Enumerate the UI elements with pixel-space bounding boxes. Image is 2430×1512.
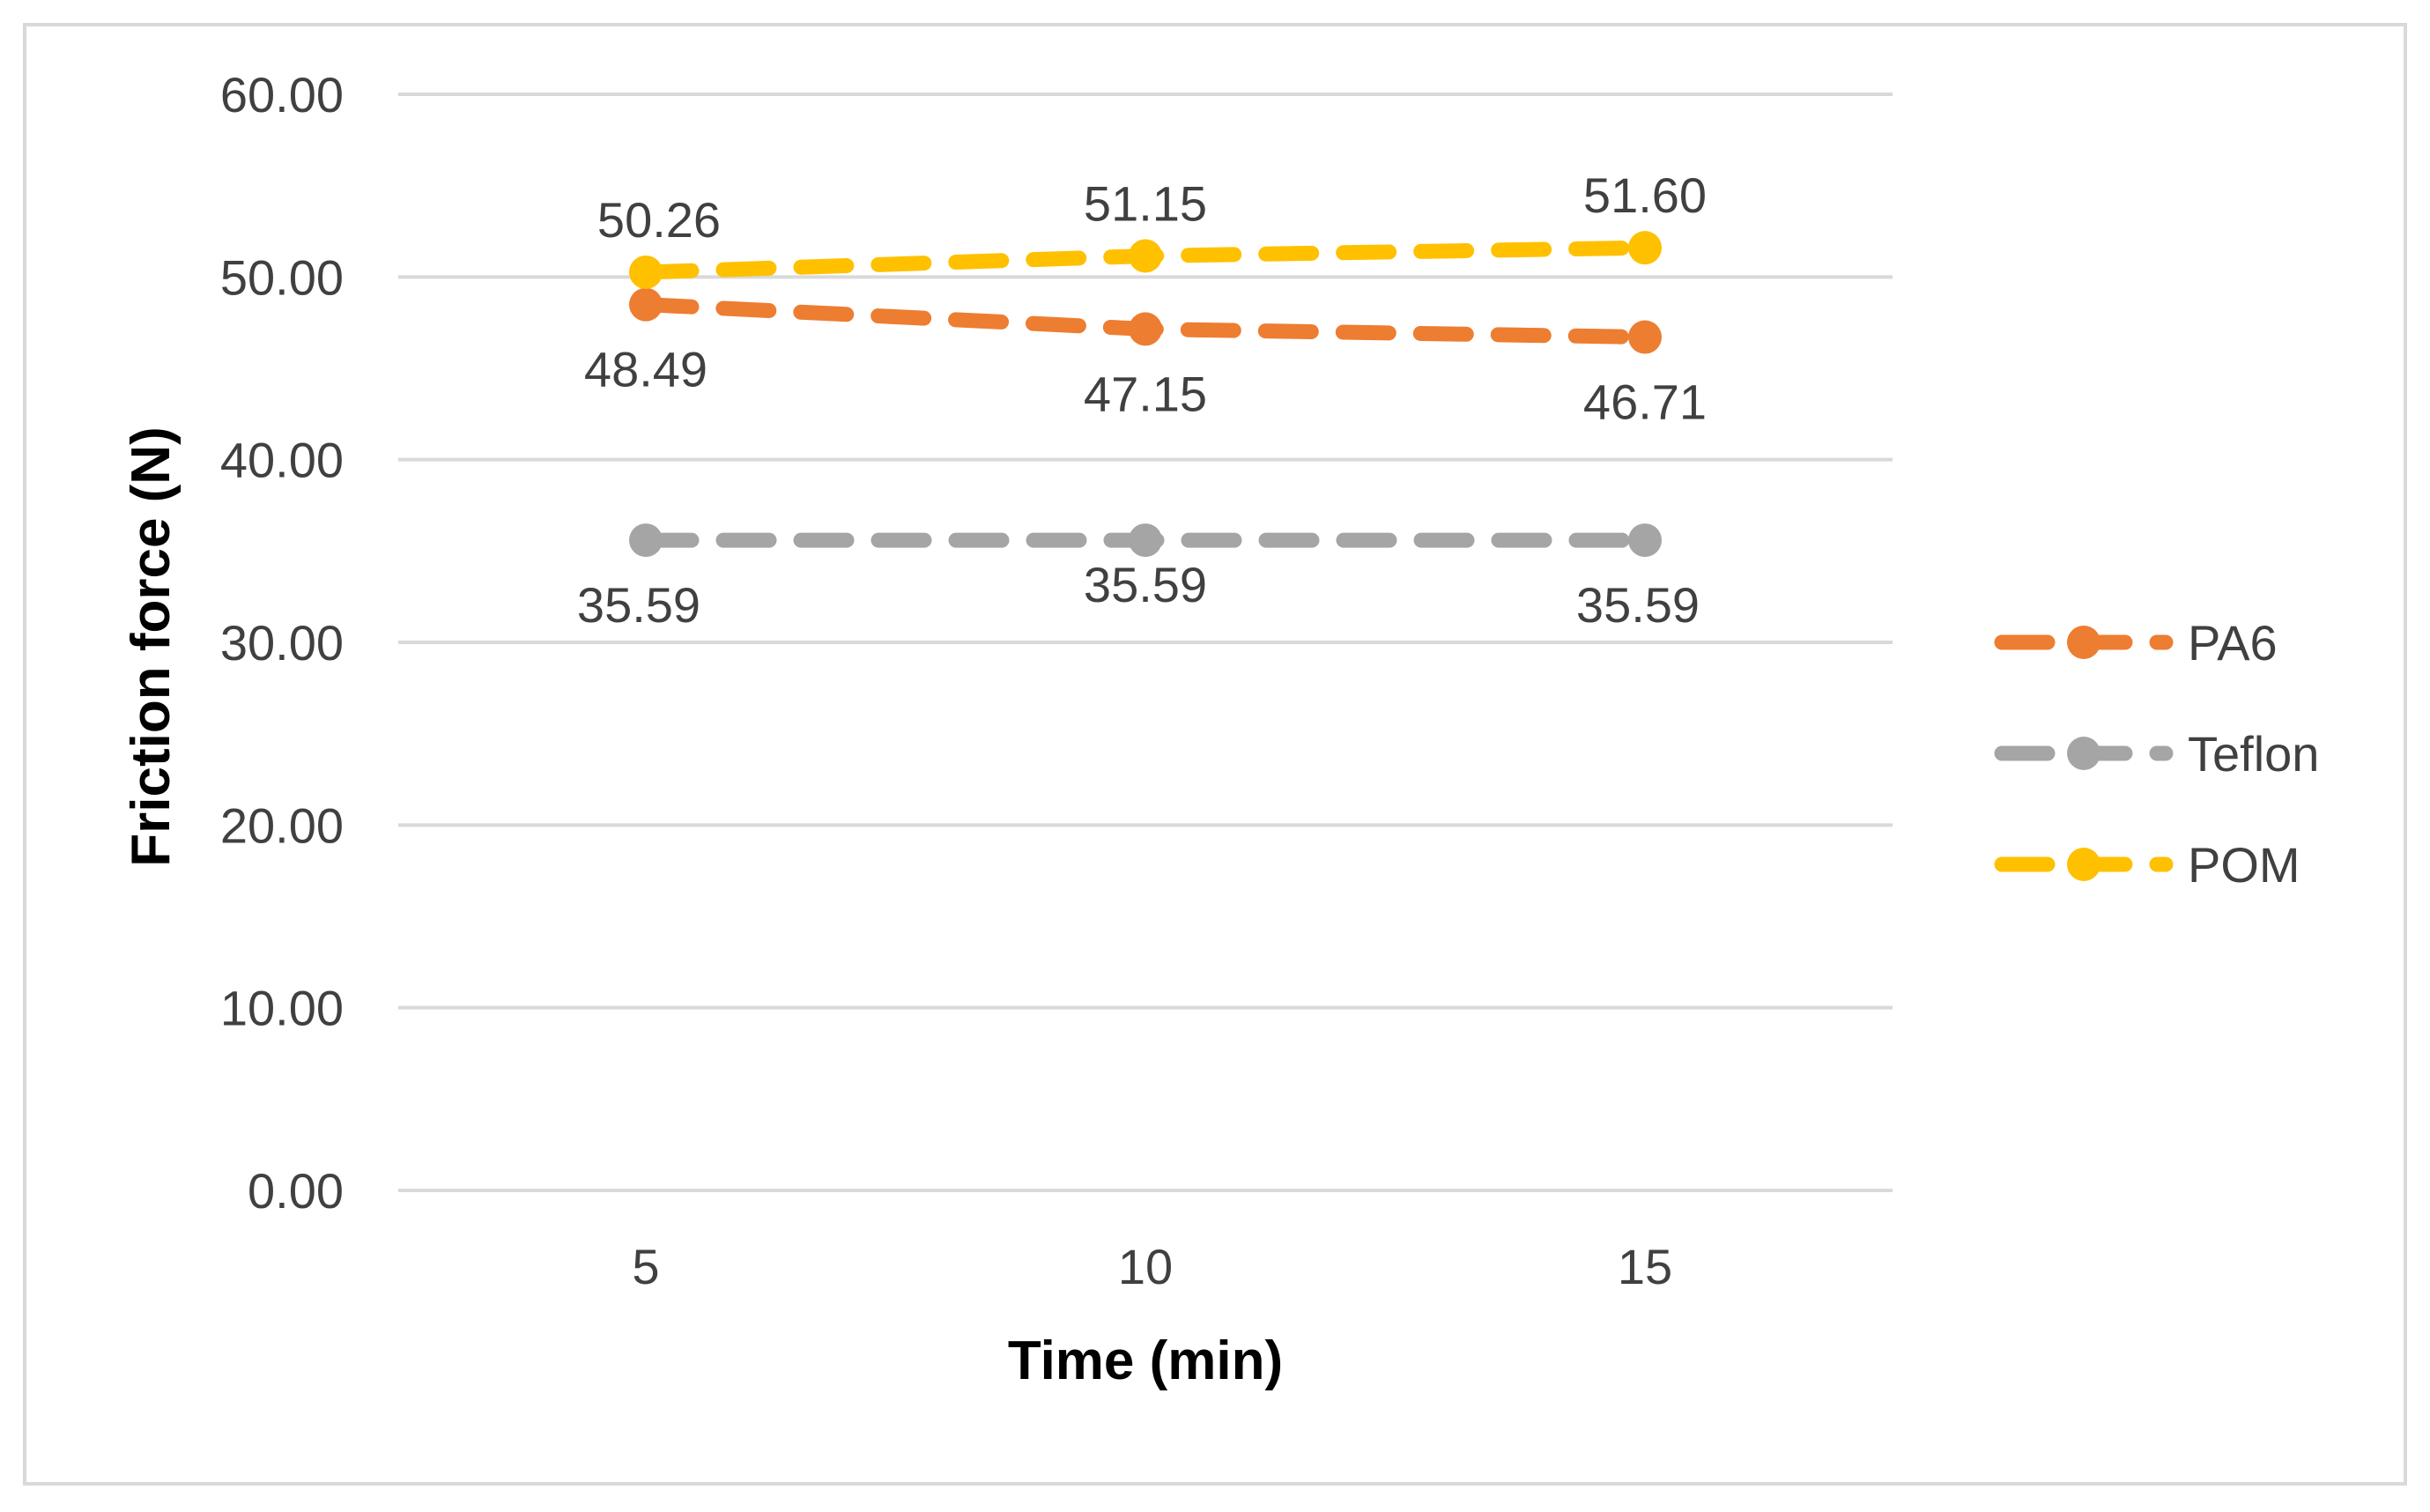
- legend-label: PA6: [2188, 615, 2278, 671]
- x-axis-ticks: 5 10 15: [632, 1239, 1672, 1294]
- gridlines: [398, 93, 1893, 1192]
- data-point: [1628, 320, 1662, 354]
- y-axis-title: Friction force (N): [121, 426, 182, 866]
- data-point: [1129, 239, 1162, 273]
- legend-marker: [2067, 737, 2100, 770]
- data-labels: 48.49 47.15 46.71 35.59 35.59 35.59 50.26 51.15…: [577, 167, 1707, 633]
- legend-label: POM: [2188, 837, 2300, 893]
- legend-label: Teflon: [2188, 726, 2319, 782]
- data-point: [629, 287, 663, 322]
- y-tick-label: 60.00: [220, 67, 344, 122]
- x-tick-label: 15: [1618, 1239, 1672, 1294]
- series-pom: [629, 231, 1662, 289]
- y-tick-label: 40.00: [220, 433, 344, 488]
- data-label: 51.15: [1084, 175, 1207, 231]
- data-label: 51.60: [1583, 167, 1707, 223]
- x-axis-title: Time (min): [1008, 1330, 1283, 1391]
- data-point: [1628, 231, 1662, 265]
- data-point: [1129, 523, 1162, 558]
- data-point: [629, 255, 663, 289]
- legend-marker: [2067, 626, 2100, 659]
- legend-item: PA6: [1994, 615, 2278, 671]
- series-group: [629, 231, 1662, 558]
- data-point: [629, 523, 663, 558]
- legend-marker: [2067, 848, 2100, 881]
- data-label: 35.59: [1576, 577, 1700, 633]
- y-tick-label: 20.00: [220, 797, 344, 853]
- x-tick-label: 10: [1118, 1239, 1173, 1294]
- x-tick-label: 5: [632, 1239, 659, 1294]
- y-tick-label: 50.00: [220, 249, 344, 305]
- data-label: 50.26: [597, 192, 721, 248]
- series-pa6: [629, 287, 1662, 354]
- y-tick-label: 30.00: [220, 615, 344, 671]
- data-label: 47.15: [1084, 366, 1207, 421]
- y-axis-ticks: 0.00 10.00 20.00 30.00 40.00 50.00 60.00: [220, 67, 344, 1219]
- data-label: 35.59: [577, 577, 700, 633]
- data-label: 46.71: [1583, 374, 1707, 430]
- data-point: [1129, 312, 1162, 346]
- y-tick-label: 10.00: [220, 981, 344, 1036]
- data-label: 35.59: [1084, 557, 1207, 612]
- data-point: [1628, 523, 1662, 558]
- y-tick-label: 0.00: [248, 1163, 344, 1219]
- data-label: 48.49: [584, 342, 708, 397]
- legend-item: POM: [1994, 837, 2300, 893]
- series-teflon: [629, 523, 1662, 558]
- legend: PA6 Teflon POM: [1994, 615, 2319, 893]
- legend-item: Teflon: [1994, 726, 2319, 782]
